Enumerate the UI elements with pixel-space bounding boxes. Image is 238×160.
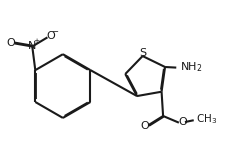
Text: +: + xyxy=(33,38,39,44)
Text: S: S xyxy=(140,48,147,58)
Text: O: O xyxy=(140,121,149,131)
Text: O: O xyxy=(178,117,187,127)
Text: O: O xyxy=(6,38,15,48)
Text: NH$_2$: NH$_2$ xyxy=(180,60,203,74)
Text: CH$_3$: CH$_3$ xyxy=(196,112,218,126)
Text: O: O xyxy=(47,31,55,41)
Text: −: − xyxy=(51,27,58,36)
Text: N: N xyxy=(28,41,36,52)
